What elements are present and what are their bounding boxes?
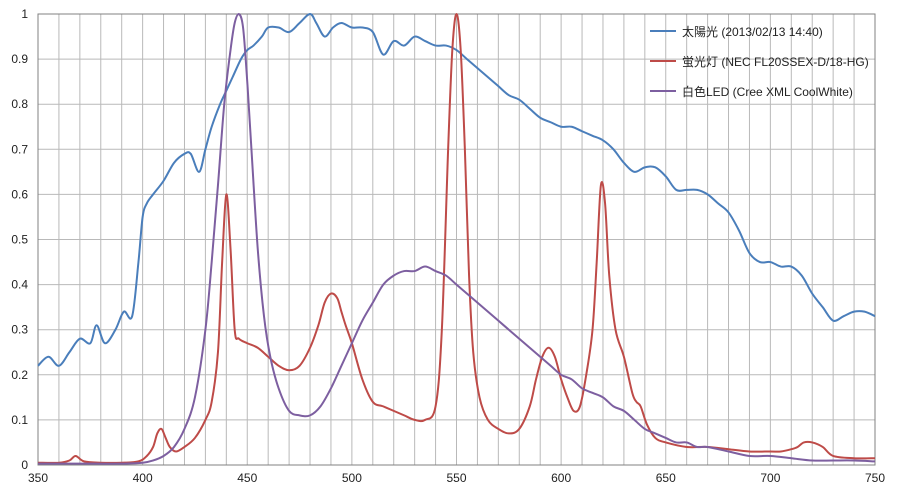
y-tick-label: 1 xyxy=(21,7,28,21)
x-tick-label: 400 xyxy=(133,471,153,485)
legend-label: 蛍光灯 (NEC FL20SSEX-D/18-HG) xyxy=(682,54,869,69)
legend: 太陽光 (2013/02/13 14:40) 蛍光灯 (NEC FL20SSEX… xyxy=(650,16,890,106)
x-tick-label: 700 xyxy=(760,471,780,485)
x-tick-label: 350 xyxy=(28,471,48,485)
legend-swatch xyxy=(650,60,676,62)
x-tick-label: 450 xyxy=(237,471,257,485)
legend-swatch xyxy=(650,30,676,32)
series-line-fluorescent xyxy=(37,13,876,464)
legend-label: 白色LED (Cree XML CoolWhite) xyxy=(682,84,853,99)
y-tick-label: 0.5 xyxy=(11,233,28,247)
y-tick-label: 0.8 xyxy=(11,97,28,111)
x-tick-label: 650 xyxy=(656,471,676,485)
y-tick-label: 0.6 xyxy=(11,187,28,201)
legend-item-led: 白色LED (Cree XML CoolWhite) xyxy=(650,76,890,106)
legend-label: 太陽光 (2013/02/13 14:40) xyxy=(682,24,823,39)
legend-item-sunlight: 太陽光 (2013/02/13 14:40) xyxy=(650,16,890,46)
tick-labels: 350 400 450 500 550 600 650 700 750 0 0.1 0.2 0.3 0.4… xyxy=(11,7,885,485)
x-tick-label: 600 xyxy=(551,471,571,485)
y-tick-label: 0.7 xyxy=(11,142,28,156)
y-tick-label: 0 xyxy=(21,458,28,472)
series-lines xyxy=(37,13,876,465)
y-tick-label: 0.1 xyxy=(11,413,28,427)
legend-item-fluorescent: 蛍光灯 (NEC FL20SSEX-D/18-HG) xyxy=(650,46,890,76)
legend-swatch xyxy=(650,90,676,92)
series-line-sunlight xyxy=(37,13,876,367)
series-line-led xyxy=(38,13,876,465)
x-tick-label: 500 xyxy=(342,471,362,485)
y-tick-label: 0.9 xyxy=(11,52,28,66)
y-tick-label: 0.3 xyxy=(11,323,28,337)
y-tick-label: 0.2 xyxy=(11,368,28,382)
x-tick-label: 550 xyxy=(446,471,466,485)
y-tick-label: 0.4 xyxy=(11,278,28,292)
x-tick-label: 750 xyxy=(865,471,885,485)
